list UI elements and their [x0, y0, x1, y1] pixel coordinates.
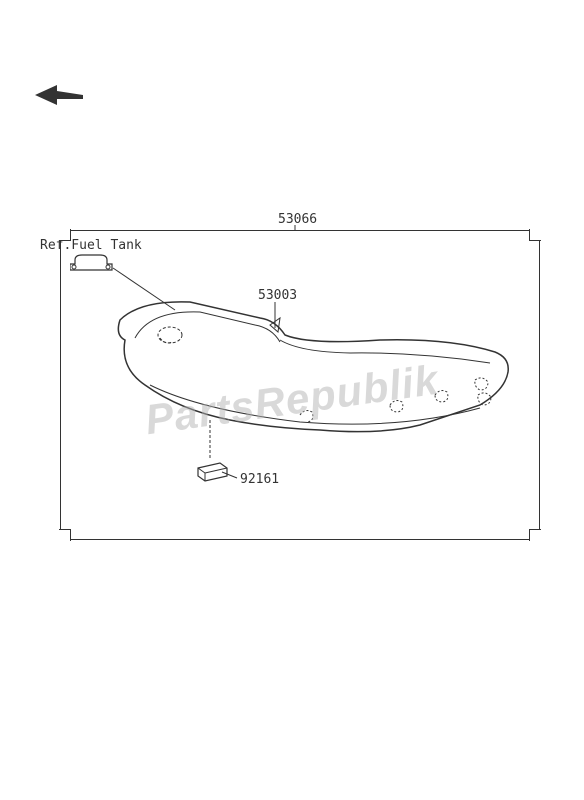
damper-part-icon — [195, 460, 230, 487]
arrow-indicator-icon — [35, 85, 85, 120]
diagram-container: Ref.Fuel Tank 53066 53003 92161 — [0, 0, 584, 800]
seat-drawing — [100, 290, 520, 475]
part-label-53066: 53066 — [278, 212, 317, 227]
